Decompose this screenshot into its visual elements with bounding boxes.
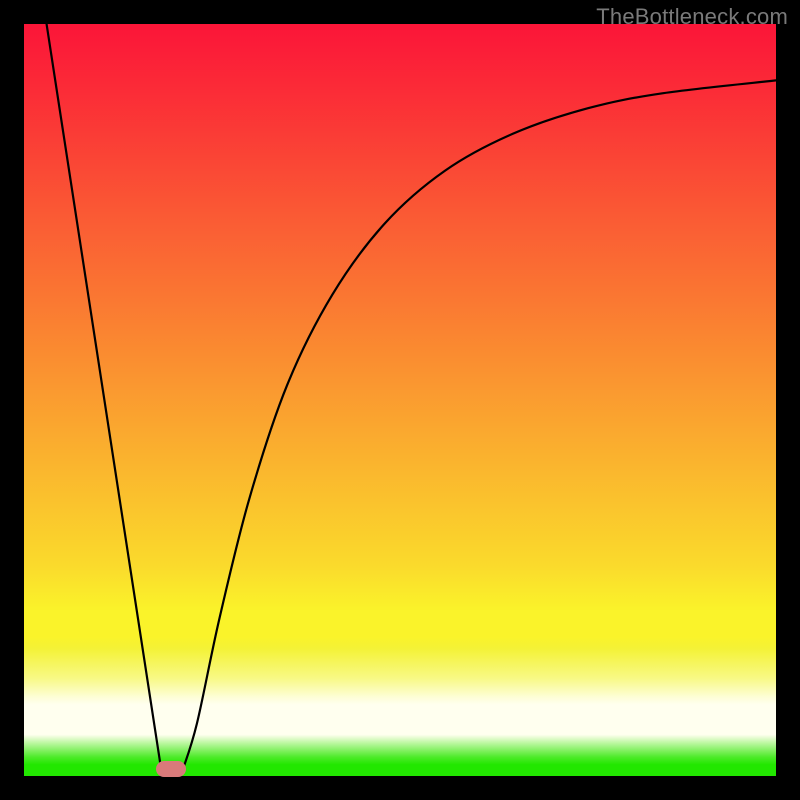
frame-border-left <box>0 0 24 800</box>
frame-border-right <box>776 0 800 800</box>
frame-border-bottom <box>0 776 800 800</box>
chart-frame: TheBottleneck.com <box>0 0 800 800</box>
curve-left-branch <box>47 24 162 772</box>
curve-svg <box>24 24 776 776</box>
plot-area <box>24 24 776 776</box>
curve-right-branch <box>182 80 776 772</box>
optimum-marker <box>156 761 186 777</box>
watermark-text: TheBottleneck.com <box>596 4 788 30</box>
